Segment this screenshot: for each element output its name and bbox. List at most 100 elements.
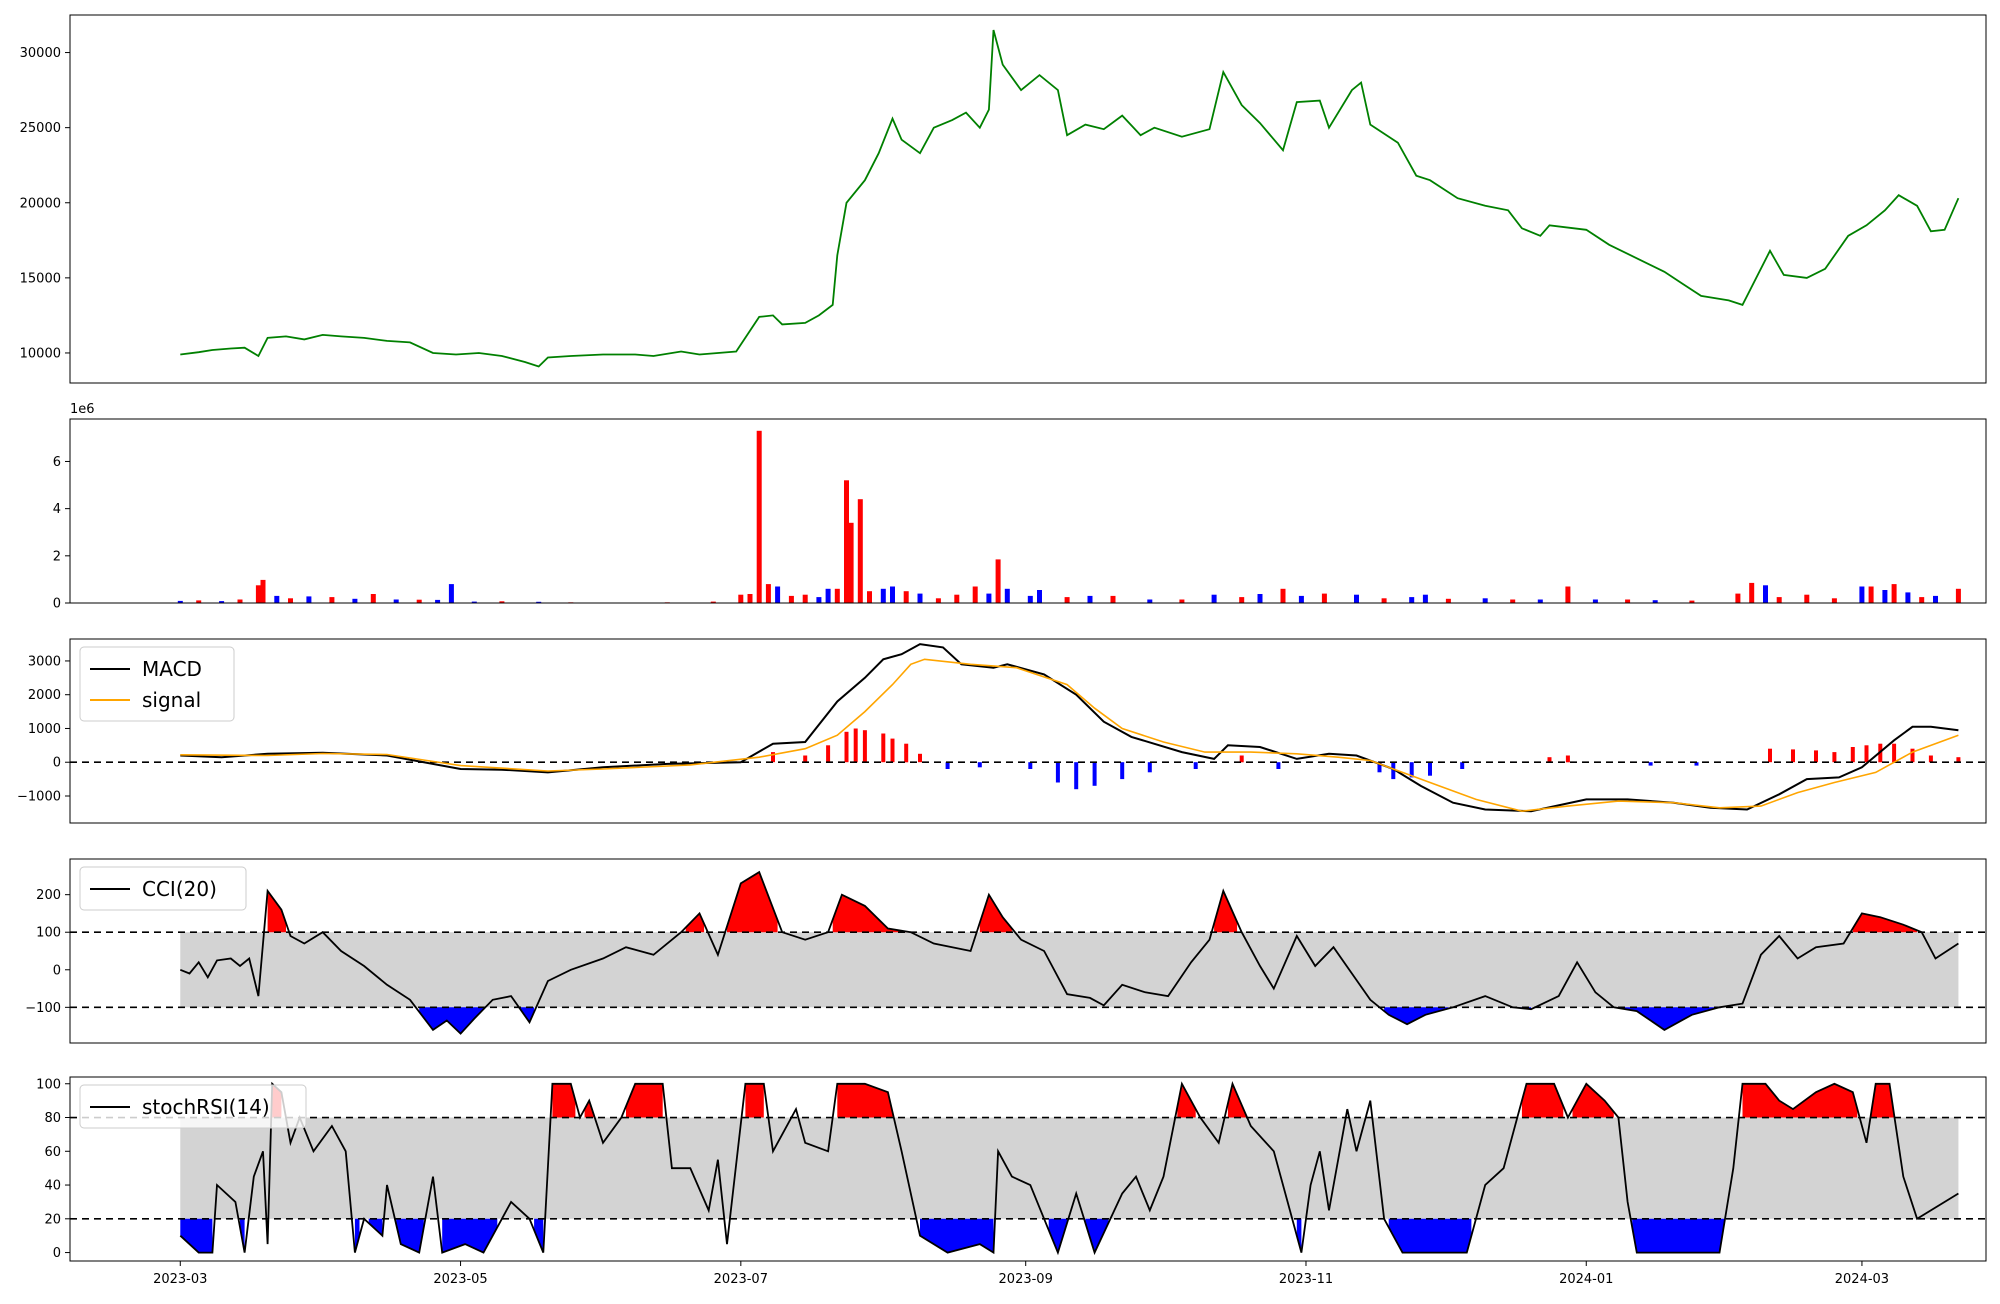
stochrsi-line <box>179 1080 1959 1256</box>
volume-bar <box>857 499 863 603</box>
stochrsi-oversold-fill <box>920 1218 994 1253</box>
macd-histogram-bar <box>826 745 831 763</box>
volume-ytick-label: 4 <box>53 502 61 517</box>
macd-histogram-bar <box>904 743 909 763</box>
macd-histogram-bar <box>803 755 808 763</box>
macd-histogram-bar <box>844 731 849 763</box>
macd-legend-label: signal <box>142 688 201 712</box>
price-axes-frame <box>69 14 1987 384</box>
volume-bar <box>802 594 808 603</box>
stochrsi-oversold-fill <box>1632 1218 1725 1253</box>
price-ytick-label: 15000 <box>20 271 61 286</box>
macd-histogram-bar <box>1892 743 1897 763</box>
volume-bar <box>848 522 854 603</box>
volume-bar <box>1933 595 1938 603</box>
volume-bar <box>255 585 261 603</box>
volume-bar <box>1868 586 1874 603</box>
volume-bar <box>393 599 399 603</box>
volume-bar <box>1831 598 1837 603</box>
macd-ytick-label: 2000 <box>28 688 61 703</box>
volume-bar <box>867 591 872 603</box>
macd-histogram-bar <box>890 738 895 763</box>
volume-bar <box>448 584 454 603</box>
volume-bar <box>1689 600 1695 603</box>
volume-bar <box>1409 597 1415 603</box>
macd-ytick-label: 0 <box>53 756 61 771</box>
volume-bar <box>1735 593 1741 603</box>
volume-bar <box>1592 599 1598 603</box>
macd-histogram-bar <box>1832 752 1837 763</box>
volume-bar <box>1027 595 1033 603</box>
macd-histogram-bar <box>1409 762 1414 778</box>
volume-bar <box>1919 597 1925 603</box>
volume-bar <box>306 596 312 603</box>
volume-bar <box>1510 599 1516 603</box>
volume-bar <box>917 593 923 603</box>
volume-bar <box>370 594 376 603</box>
volume-bar <box>710 601 716 603</box>
macd-legend-label: MACD <box>142 657 202 681</box>
stochrsi-overbought-fill <box>626 1083 663 1118</box>
stochrsi-ytick-label: 0 <box>53 1246 61 1261</box>
cci-legend: CCI(20) <box>79 866 247 911</box>
macd-histogram-bar <box>862 730 867 763</box>
cci-overbought-fill <box>979 894 1012 933</box>
cci-ytick-label: 100 <box>36 926 61 941</box>
volume-bar <box>844 480 849 603</box>
stochrsi-ytick-label: 100 <box>36 1077 61 1092</box>
cci-axes-frame <box>69 858 1987 1044</box>
volume-bar <box>1321 593 1327 603</box>
volume-bar <box>972 586 978 603</box>
macd-histogram-bar <box>1193 762 1198 769</box>
macd-histogram-bar <box>1547 757 1552 763</box>
cci-overbought-fill <box>267 890 286 933</box>
volume-bar <box>1298 595 1304 603</box>
cci-band <box>180 932 1959 1008</box>
volume-bar <box>1004 588 1010 603</box>
volume-bar <box>890 586 895 603</box>
xtick-label: 2023-07 <box>714 1272 768 1287</box>
cci-ytick-label: 0 <box>53 963 61 978</box>
volume-bar <box>471 601 477 603</box>
price-ytick-label: 25000 <box>20 121 61 136</box>
volume-ytick-label: 0 <box>53 597 61 612</box>
stochrsi-ytick-label: 80 <box>44 1111 61 1126</box>
volume-bar <box>1211 594 1217 603</box>
volume-bar <box>935 598 941 603</box>
cci-overbought-fill <box>685 913 705 933</box>
macd-histogram-bar <box>1074 762 1079 790</box>
cci-overbought-fill <box>832 894 907 933</box>
volume-bar <box>747 594 753 603</box>
macd-histogram-bar <box>1928 755 1933 763</box>
macd-histogram-bar <box>1120 762 1125 780</box>
volume-bar <box>536 601 542 603</box>
stochrsi-oversold-fill <box>442 1218 498 1253</box>
volume-bar <box>260 579 266 603</box>
volume-bar <box>1422 594 1428 603</box>
volume-bar <box>1482 598 1488 603</box>
macd-histogram-bar <box>1768 748 1772 763</box>
volume-bar <box>834 588 840 603</box>
volume-bar <box>1565 586 1571 603</box>
price-line <box>180 29 1960 368</box>
macd-histogram-bar <box>1864 745 1869 763</box>
volume-bar <box>237 599 243 603</box>
xtick-label: 2023-03 <box>153 1272 207 1287</box>
stochrsi-overbought-fill <box>1742 1083 1858 1118</box>
volume-bar <box>738 594 744 603</box>
stochrsi-overbought-fill <box>1572 1083 1614 1118</box>
stochrsi-oversold-fill <box>1048 1218 1068 1253</box>
volume-bar <box>880 588 886 603</box>
volume-bar <box>995 559 1001 603</box>
macd-histogram-bar <box>945 762 950 769</box>
cci-overbought-fill <box>1214 890 1238 933</box>
volume-bar <box>329 597 335 603</box>
cci-legend-box <box>79 866 247 911</box>
stochrsi-ytick-label: 20 <box>44 1212 61 1227</box>
stochrsi-overbought-fill <box>745 1083 764 1118</box>
macd-ytick-label: 3000 <box>28 654 61 669</box>
volume-bar <box>352 598 358 603</box>
volume-bar <box>1239 597 1245 603</box>
